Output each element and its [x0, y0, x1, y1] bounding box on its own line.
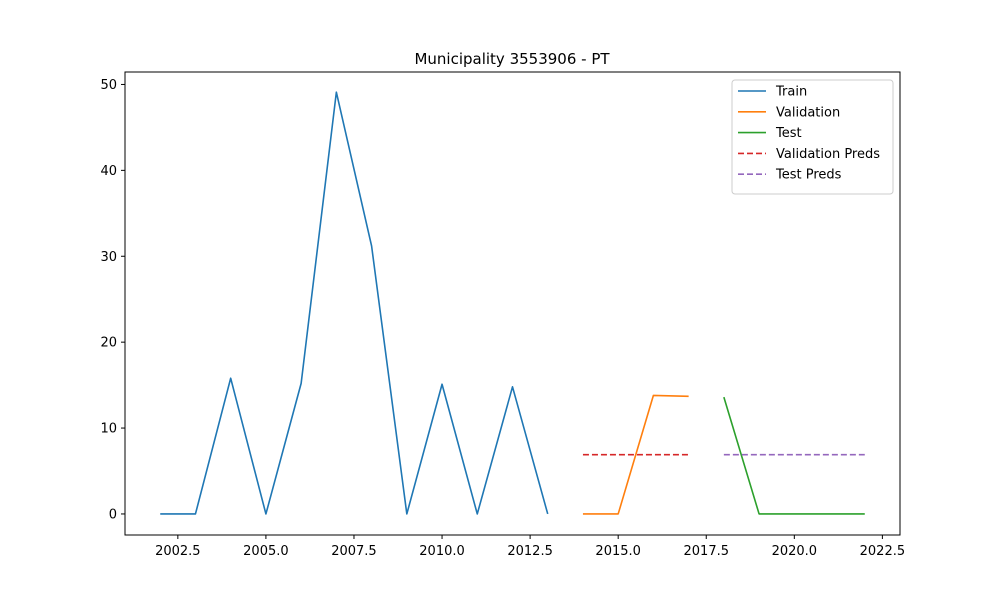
y-tick-label: 20: [100, 336, 117, 351]
axes: 2002.5 2005.0 2007.5 2010.0 2012.5 2015.0 2017…: [100, 71, 906, 559]
x-tick-label: 2002.5: [155, 544, 201, 559]
y-tick-label: 40: [100, 164, 117, 179]
series-line-train: [160, 91, 549, 515]
series-line-test: [723, 396, 865, 515]
x-tick-label: 2012.5: [507, 544, 553, 559]
legend-label: Test: [775, 126, 802, 141]
legend-label: Train: [775, 85, 807, 100]
x-tick-label: 2020.0: [772, 544, 818, 559]
y-tick-label: 50: [100, 78, 117, 93]
x-tick-label: 2022.5: [860, 544, 906, 559]
legend-box: [731, 79, 894, 195]
x-tick-label: 2015.0: [595, 544, 641, 559]
plot-area: [160, 91, 865, 515]
y-tick-label: 30: [100, 250, 117, 265]
chart-title: Municipality 3553906 - PT: [414, 50, 610, 68]
legend: Train Validation Test Validation Preds Test …: [731, 79, 894, 195]
legend-label: Validation: [776, 105, 840, 120]
legend-label: Test Preds: [775, 168, 842, 183]
x-tick-label: 2017.5: [684, 544, 730, 559]
x-tick-label: 2010.0: [419, 544, 465, 559]
y-tick-label: 10: [100, 422, 117, 437]
x-tick-label: 2007.5: [331, 544, 377, 559]
legend-label: Validation Preds: [776, 147, 880, 162]
series-line-validation: [582, 394, 689, 515]
x-tick-label: 2005.0: [243, 544, 289, 559]
axes-frame: [124, 71, 901, 536]
y-tick-label: 0: [109, 507, 117, 522]
